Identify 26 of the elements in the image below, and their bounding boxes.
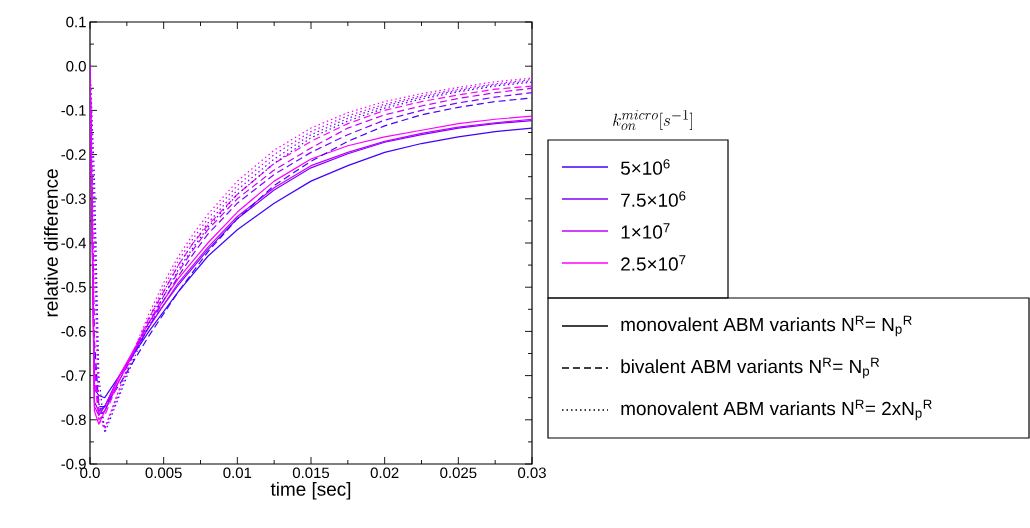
x-tick-label: 0.025 (440, 467, 477, 479)
y-tick-label: -0.8 (61, 414, 86, 426)
y-tick-label: 0.1 (66, 16, 86, 28)
legend-label: 2.5×10$^{7}$ (621, 255, 686, 271)
x-tick-label: 0.005 (145, 467, 182, 479)
x-tick-label: 0.01 (223, 467, 252, 479)
text: monovalent ABM variants N$^{R}$= N$_{p}$R (621, 315, 912, 337)
y-tick-label: -0.7 (61, 370, 86, 381)
x-tick-label: 0.02 (370, 467, 399, 479)
y-tick-label: -0.5 (61, 281, 86, 293)
y-tick-label: -0.2 (61, 149, 86, 160)
y-tick-label: 0.0 (66, 60, 86, 72)
legend-label: 7.5×10$^{6}$ (621, 191, 686, 207)
y-tick-label: -0.3 (61, 193, 86, 205)
legend-title: $k_{on}^{micro}[s^{-1}]$ (613, 109, 693, 131)
text: monovalent ABM variants N$^{R}$= 2xN$_{p}$R (621, 399, 932, 421)
legend-label: 5×10$^{6}$ (620, 159, 670, 175)
x-tick-label: 0.015 (292, 467, 330, 479)
legend-label: 1×10$^{7}$ (621, 223, 670, 239)
x-tick-label: 0.03 (518, 467, 546, 479)
y-tick-label: -0.6 (61, 326, 86, 337)
y-tick-label: -0.1 (61, 105, 86, 116)
text: bivalent ABM variants N$^{R}$= N$_{p}$R (621, 357, 880, 379)
y-axis-title: relative difference (43, 169, 58, 317)
x-axis-title: time [sec] (270, 481, 351, 500)
y-tick-label: -0.4 (61, 237, 87, 249)
